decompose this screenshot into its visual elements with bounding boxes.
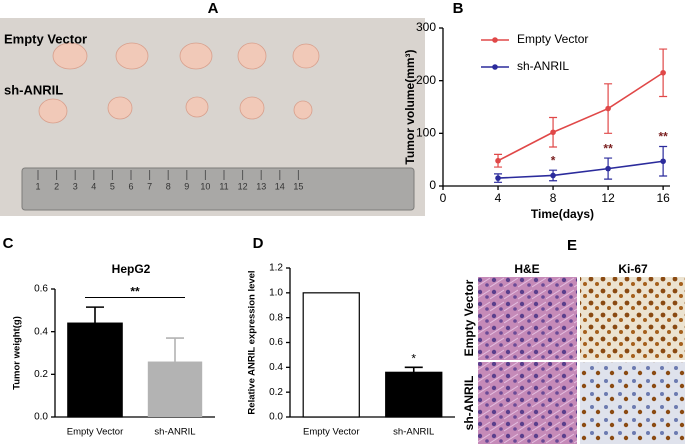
error-bar	[404, 366, 423, 373]
photo-row-label: Empty Vector	[4, 31, 87, 46]
photo-e: H&E Ki-67 Empty Vector sh-ANRIL	[462, 262, 685, 444]
significance: **	[130, 285, 140, 299]
column-label: Ki-67	[618, 262, 648, 276]
y-tick-label: 0.0	[269, 412, 283, 423]
ruler-number: 11	[219, 181, 228, 191]
ruler-number: 5	[110, 181, 115, 191]
y-tick-label: 0.6	[269, 337, 283, 348]
marker	[495, 157, 501, 164]
x-tick-label: 16	[656, 191, 670, 205]
y-tick-label: 1.2	[269, 263, 283, 274]
ruler-number: 9	[184, 181, 189, 191]
ruler-number: 7	[147, 181, 152, 191]
y-tick-label: 0.6	[34, 284, 48, 295]
annotation: *	[551, 153, 556, 167]
photo-row-label: sh-ANRIL	[4, 82, 63, 97]
x-tick-label: Empty Vector	[67, 427, 124, 438]
x-tick-label: 8	[550, 191, 557, 205]
ruler-number: 3	[73, 181, 78, 191]
significance: *	[411, 352, 416, 366]
error-bar	[86, 306, 104, 324]
annotation: **	[658, 130, 668, 144]
annotation: **	[603, 141, 613, 155]
x-tick-label: sh-ANRIL	[154, 427, 195, 438]
y-tick-label: 0.4	[34, 326, 48, 337]
x-tick-label: sh-ANRIL	[393, 427, 434, 438]
x-axis-label: Time(days)	[531, 207, 594, 221]
marker	[660, 69, 666, 76]
y-tick-label: 1.0	[269, 287, 283, 298]
chart-title: HepG2	[112, 262, 151, 276]
ruler-number: 15	[293, 181, 303, 191]
marker	[495, 175, 501, 181]
bar	[302, 292, 360, 418]
y-tick-label: 0.2	[269, 387, 283, 398]
marker	[550, 129, 556, 136]
series-line	[497, 160, 664, 179]
panel-label: C	[3, 235, 14, 252]
ruler-number: 10	[200, 181, 210, 191]
ruler-number: 4	[91, 181, 96, 191]
bar	[147, 361, 203, 417]
y-axis-label: Tumor volume(mm³)	[403, 49, 417, 164]
marker	[550, 172, 556, 179]
marker	[605, 105, 611, 112]
bar	[67, 322, 123, 418]
y-tick-label: 0	[429, 178, 436, 192]
x-tick-label: Empty Vector	[303, 427, 360, 438]
y-tick-label: 0.4	[269, 362, 283, 373]
ruler-number: 14	[275, 181, 285, 191]
legend-marker	[492, 64, 498, 70]
panel-label: E	[567, 237, 577, 254]
legend-label: Empty Vector	[517, 32, 588, 46]
legend-marker	[492, 37, 498, 43]
ruler-number: 8	[166, 181, 171, 191]
x-tick-label: 0	[440, 191, 447, 205]
column-label: H&E	[514, 262, 539, 276]
ruler-number: 13	[256, 181, 266, 191]
y-tick-label: 200	[416, 73, 436, 87]
row-label: Empty Vector	[462, 279, 476, 356]
y-axis-label: Tumor weight(g)	[12, 316, 23, 390]
panel-label: B	[453, 0, 464, 17]
bar	[385, 371, 443, 418]
marker	[605, 165, 611, 172]
ruler-number: 2	[54, 181, 59, 191]
panel-label: D	[253, 235, 264, 252]
ruler	[21, 167, 415, 211]
legend-label: sh-ANRIL	[517, 59, 569, 73]
error-bar	[166, 337, 184, 362]
series-line	[497, 72, 664, 162]
y-tick-label: 100	[416, 126, 436, 140]
row-label: sh-ANRIL	[462, 376, 476, 431]
x-tick-label: 12	[601, 191, 615, 205]
y-tick-label: 0.8	[269, 312, 283, 323]
y-tick-label: 300	[416, 20, 436, 34]
marker	[660, 158, 666, 165]
x-tick-label: 4	[495, 191, 502, 205]
ruler-number: 1	[35, 181, 40, 191]
photo-a: Empty Vector sh-ANRIL 1 2 3 4 5 6 7 8 9 10 11 12 13 1…	[0, 18, 425, 216]
y-axis-label: Relative ANRIL expression level	[247, 270, 258, 414]
y-tick-label: 0.0	[34, 412, 48, 423]
panel-label: A	[208, 0, 219, 17]
ruler-number: 6	[128, 181, 133, 191]
y-tick-label: 0.2	[34, 369, 48, 380]
ruler-number: 12	[238, 181, 248, 191]
